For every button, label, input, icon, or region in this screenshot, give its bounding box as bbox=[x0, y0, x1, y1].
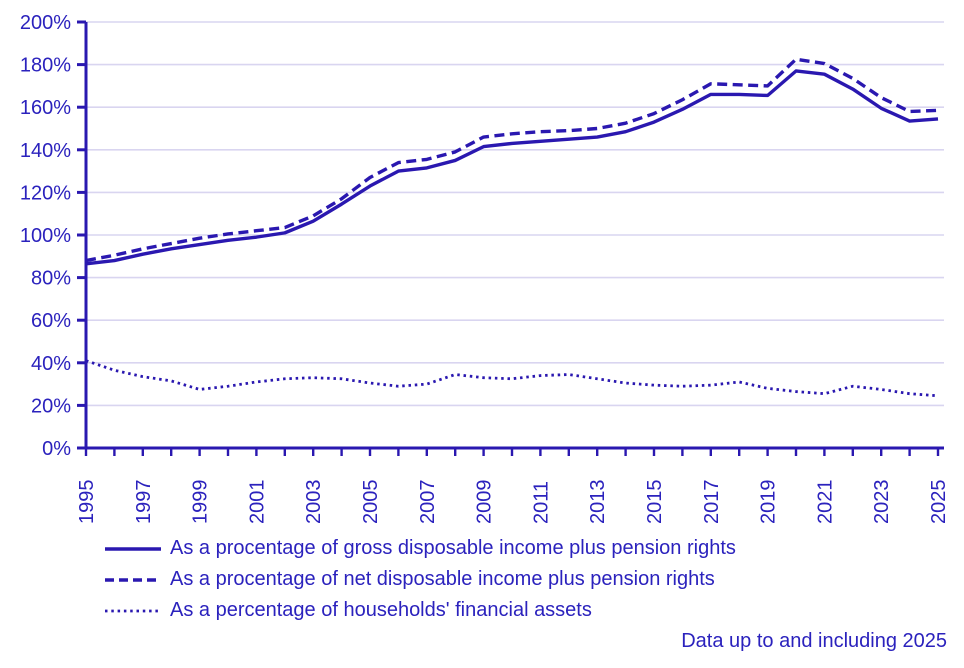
legend-item-gross: As a procentage of gross disposable inco… bbox=[104, 533, 736, 564]
x-tick-label: 1995 bbox=[76, 480, 98, 525]
y-tick-label: 180% bbox=[20, 55, 71, 77]
x-tick-label: 2009 bbox=[474, 480, 496, 525]
x-tick-label: 2011 bbox=[530, 481, 552, 524]
x-tick-label: 2025 bbox=[928, 480, 950, 525]
x-tick-label: 2023 bbox=[871, 480, 893, 525]
series-line-dashed bbox=[85, 57, 939, 263]
legend: As a procentage of gross disposable inco… bbox=[104, 533, 736, 626]
x-tick-label: 2005 bbox=[360, 480, 382, 525]
y-tick-label: 100% bbox=[20, 225, 71, 247]
legend-label-assets: As a percentage of households' financial… bbox=[170, 599, 592, 621]
dotted-line-icon bbox=[105, 609, 161, 612]
line-chart-plot: 0% 20% 40% 60% 80% 100% 120% 140% 160% 180% 200% 19… bbox=[20, 12, 950, 525]
series-line-solid bbox=[85, 69, 939, 266]
x-tick-label: 2017 bbox=[701, 480, 723, 525]
solid-line-icon bbox=[105, 546, 161, 551]
y-tick-label: 20% bbox=[31, 395, 71, 417]
legend-item-net: As a procentage of net disposable income… bbox=[104, 564, 736, 595]
y-tick-label: 0% bbox=[42, 438, 71, 460]
x-tick-label: 1997 bbox=[133, 480, 155, 525]
x-tick-label: 2003 bbox=[303, 480, 325, 525]
y-tick-label: 40% bbox=[31, 353, 71, 375]
y-tick-label: 140% bbox=[20, 140, 71, 162]
legend-label-gross: As a procentage of gross disposable inco… bbox=[170, 537, 736, 559]
x-tick-label: 2013 bbox=[587, 480, 609, 525]
x-tick-label: 2019 bbox=[758, 480, 780, 525]
x-tick-label: 2015 bbox=[644, 480, 666, 525]
legend-item-assets: As a percentage of households' financial… bbox=[104, 595, 736, 626]
data-note: Data up to and including 2025 bbox=[681, 630, 947, 652]
x-tick-label: 2007 bbox=[417, 480, 439, 525]
x-tick-label: 1999 bbox=[190, 480, 212, 525]
y-tick-label: 160% bbox=[20, 97, 71, 119]
y-tick-label: 60% bbox=[31, 310, 71, 332]
x-tick-label: 2021 bbox=[814, 480, 836, 525]
dashed-line-icon bbox=[105, 577, 161, 582]
legend-label-net: As a procentage of net disposable income… bbox=[170, 568, 715, 590]
series-line-dotted bbox=[85, 359, 939, 398]
y-tick-label: 200% bbox=[20, 12, 71, 34]
y-tick-label: 80% bbox=[31, 268, 71, 290]
x-tick-label: 2001 bbox=[246, 480, 268, 525]
y-tick-label: 120% bbox=[20, 182, 71, 204]
